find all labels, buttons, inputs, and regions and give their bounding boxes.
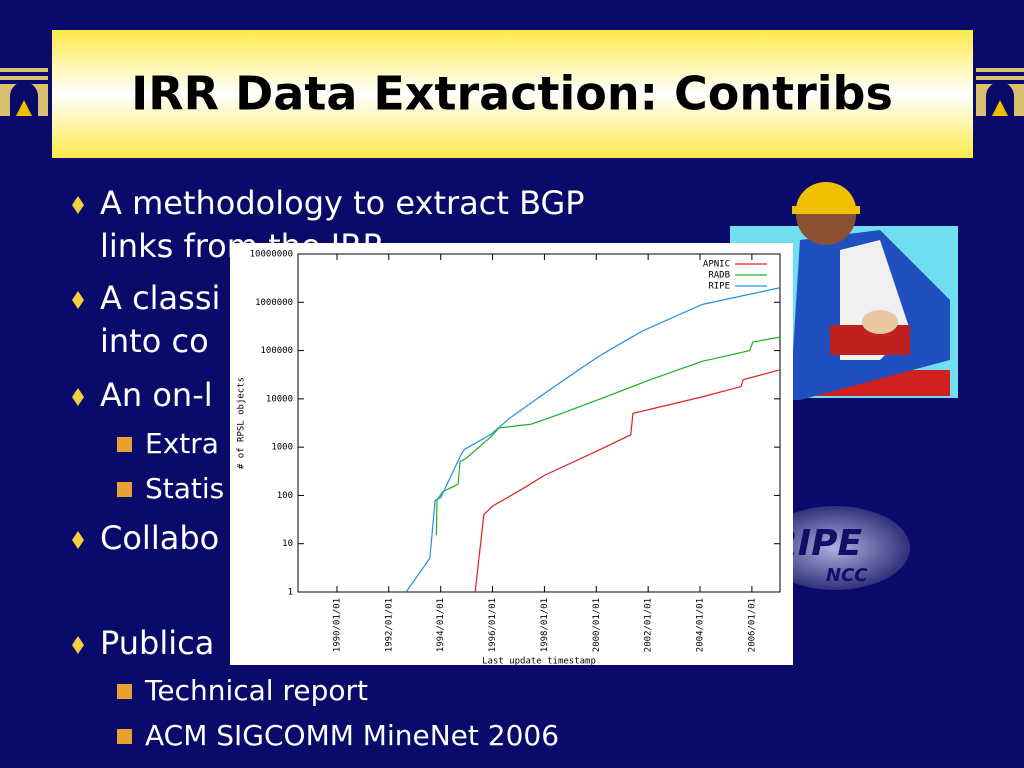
bullet-text: Collabo — [100, 519, 219, 557]
y-tick-label: 100 — [277, 491, 293, 501]
sub-bullet-text: Technical report — [144, 674, 368, 707]
bullet-text: into co — [100, 322, 209, 360]
series-line — [474, 369, 781, 593]
series-line — [435, 336, 781, 536]
sub-bullet-text: ACM SIGCOMM MineNet 2006 — [145, 719, 559, 752]
chart-background — [230, 243, 793, 665]
x-tick-label: 2004/01/01 — [695, 598, 705, 652]
legend-label: RADB — [708, 271, 730, 281]
y-tick-label: 1000000 — [255, 298, 293, 308]
sub-bullet-text: Statis — [145, 472, 224, 505]
bullet-marker — [72, 388, 84, 406]
sub-bullet-text: Extra — [145, 427, 219, 460]
x-tick-label: 2000/01/01 — [592, 598, 602, 652]
y-tick-label: 10 — [282, 539, 293, 549]
x-axis-label: Last update timestamp — [482, 657, 596, 667]
chart: 1 10 100 1000 10000 100000 1000000 10000000 1990… — [230, 243, 793, 667]
bullet-text: An on-l — [100, 376, 213, 414]
corner-logo-left — [0, 68, 48, 116]
bullet-text: A classi — [100, 279, 220, 317]
sub-bullet-marker — [117, 437, 132, 452]
sub-bullet-marker — [117, 482, 132, 497]
legend-label: RIPE — [708, 282, 730, 292]
y-tick-label: 10000 — [266, 394, 293, 404]
bullet-marker — [72, 531, 84, 549]
x-tick-label: 1994/01/01 — [436, 598, 446, 652]
legend-label: APNIC — [703, 260, 730, 270]
corner-logo-right — [976, 68, 1024, 116]
x-tick-label: 1996/01/01 — [488, 598, 498, 652]
y-tick-label: 100000 — [260, 346, 293, 356]
x-tick-label: 2006/01/01 — [747, 598, 757, 652]
plot-frame — [297, 253, 781, 593]
sub-bullet-marker — [117, 684, 132, 699]
logo-text: NCC — [826, 565, 868, 586]
bullet-marker — [72, 291, 84, 309]
y-axis-label: # of RPSL objects — [237, 377, 247, 469]
sub-bullet-marker — [117, 729, 132, 744]
x-tick-label: 1992/01/01 — [384, 598, 394, 652]
y-tick-label: 1000 — [271, 443, 293, 453]
x-tick-label: 2002/01/01 — [644, 598, 654, 652]
bullet-text: Publica — [100, 624, 214, 662]
series-line — [405, 287, 781, 593]
y-tick-label: 1 — [288, 588, 293, 598]
bullet-marker — [72, 636, 84, 654]
bullet-text: A methodology to extract BGP — [100, 184, 585, 222]
y-tick-label: 10000000 — [250, 250, 293, 260]
x-tick-label: 1990/01/01 — [332, 598, 342, 652]
title-box — [52, 30, 973, 158]
x-tick-label: 1998/01/01 — [540, 598, 550, 652]
slide-title: IRR Data Extraction: Contribs — [131, 67, 893, 121]
bullet-marker — [72, 196, 84, 214]
